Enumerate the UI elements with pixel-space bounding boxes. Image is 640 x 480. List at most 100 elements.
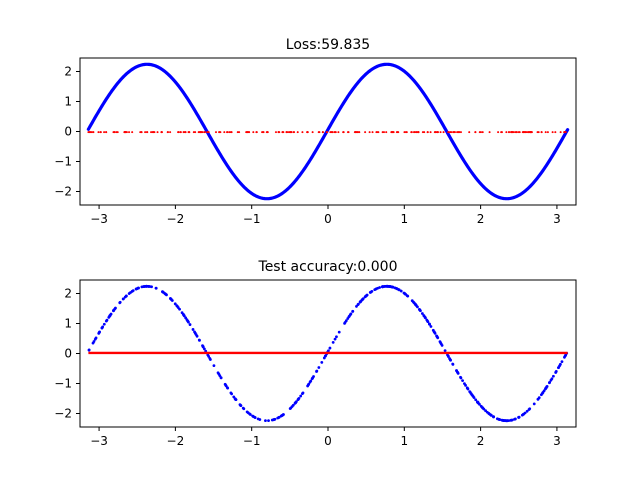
data-point bbox=[252, 131, 254, 133]
x-tick-label: −1 bbox=[243, 434, 261, 448]
data-point bbox=[541, 131, 543, 133]
data-point bbox=[198, 131, 200, 133]
data-point bbox=[453, 131, 455, 133]
data-point bbox=[443, 131, 445, 133]
y-tick-label: 2 bbox=[64, 65, 72, 79]
data-point bbox=[456, 371, 459, 374]
data-point bbox=[500, 419, 503, 422]
subplot-test-accuracy: Test accuracy:0.000 −3 −2 −1 0 1 2 3 −2−1012 bbox=[54, 259, 576, 448]
data-point bbox=[343, 322, 346, 325]
data-point bbox=[101, 327, 104, 330]
data-point bbox=[356, 131, 358, 133]
data-point bbox=[142, 285, 145, 288]
data-point bbox=[155, 287, 158, 290]
x-tick-label: 1 bbox=[400, 434, 408, 448]
data-point bbox=[278, 131, 280, 133]
data-point bbox=[123, 131, 125, 133]
data-point bbox=[515, 131, 517, 133]
data-point bbox=[376, 131, 378, 133]
data-point bbox=[460, 131, 462, 133]
data-point bbox=[564, 354, 567, 357]
data-point bbox=[189, 323, 192, 326]
x-tick-label: −2 bbox=[167, 434, 185, 448]
data-point bbox=[206, 131, 208, 133]
data-point bbox=[468, 131, 470, 133]
data-point bbox=[94, 338, 97, 341]
data-point bbox=[337, 131, 339, 133]
data-point bbox=[278, 416, 281, 419]
data-point bbox=[551, 377, 554, 380]
data-point bbox=[397, 131, 399, 133]
data-point bbox=[427, 131, 429, 133]
data-point bbox=[196, 335, 199, 338]
data-point bbox=[468, 390, 471, 393]
y-tick-label: 0 bbox=[64, 125, 72, 139]
data-point bbox=[218, 131, 220, 133]
data-point bbox=[198, 339, 201, 342]
data-point bbox=[459, 376, 462, 379]
data-point bbox=[309, 380, 312, 383]
data-point bbox=[482, 131, 484, 133]
data-point bbox=[354, 131, 356, 133]
data-point bbox=[231, 131, 233, 133]
data-point bbox=[261, 131, 263, 133]
data-point bbox=[366, 294, 369, 297]
data-point bbox=[560, 131, 562, 133]
x-tick-label: 2 bbox=[477, 434, 485, 448]
data-point bbox=[359, 300, 362, 303]
data-point bbox=[315, 370, 318, 373]
data-point bbox=[274, 418, 277, 421]
data-point bbox=[209, 358, 212, 361]
data-point bbox=[97, 131, 99, 133]
x-axis: −3 −2 −1 0 1 2 3 bbox=[90, 205, 561, 226]
data-point bbox=[225, 384, 228, 387]
data-point bbox=[435, 334, 438, 337]
x-tick-label: −3 bbox=[90, 212, 108, 226]
data-point bbox=[302, 391, 305, 394]
data-point bbox=[179, 131, 181, 133]
chart-title: Loss:59.835 bbox=[286, 37, 370, 53]
data-point bbox=[393, 131, 395, 133]
x-tick-label: 0 bbox=[324, 434, 332, 448]
data-point bbox=[106, 319, 109, 322]
data-point bbox=[227, 131, 229, 133]
data-point bbox=[334, 338, 337, 341]
data-point bbox=[383, 285, 386, 288]
data-point bbox=[417, 131, 419, 133]
data-point bbox=[200, 131, 202, 133]
data-point bbox=[538, 131, 540, 133]
data-point bbox=[151, 131, 153, 133]
data-point bbox=[281, 131, 283, 133]
data-point bbox=[480, 131, 482, 133]
data-point bbox=[112, 131, 114, 133]
data-point bbox=[489, 413, 492, 416]
plot-marks bbox=[87, 64, 567, 198]
data-point bbox=[223, 131, 225, 133]
data-point bbox=[537, 398, 540, 401]
data-point bbox=[331, 131, 333, 133]
data-point bbox=[410, 131, 412, 133]
data-point bbox=[131, 131, 133, 133]
x-tick-label: −3 bbox=[90, 434, 108, 448]
data-point bbox=[323, 357, 326, 360]
y-tick-label: −2 bbox=[54, 185, 72, 199]
data-point bbox=[202, 346, 205, 349]
data-point bbox=[474, 131, 476, 133]
y-tick-label: 1 bbox=[64, 95, 72, 109]
data-point bbox=[444, 349, 447, 352]
data-point bbox=[512, 131, 514, 133]
data-point bbox=[220, 376, 223, 379]
data-point bbox=[383, 131, 385, 133]
data-point bbox=[248, 131, 250, 133]
data-point bbox=[390, 285, 393, 288]
data-point bbox=[320, 361, 323, 364]
data-point bbox=[192, 328, 195, 331]
data-point bbox=[160, 131, 162, 133]
data-point bbox=[289, 407, 292, 410]
data-point bbox=[275, 131, 277, 133]
data-point bbox=[332, 341, 335, 344]
data-point bbox=[169, 297, 172, 300]
data-point bbox=[271, 419, 274, 422]
data-point bbox=[423, 131, 425, 133]
